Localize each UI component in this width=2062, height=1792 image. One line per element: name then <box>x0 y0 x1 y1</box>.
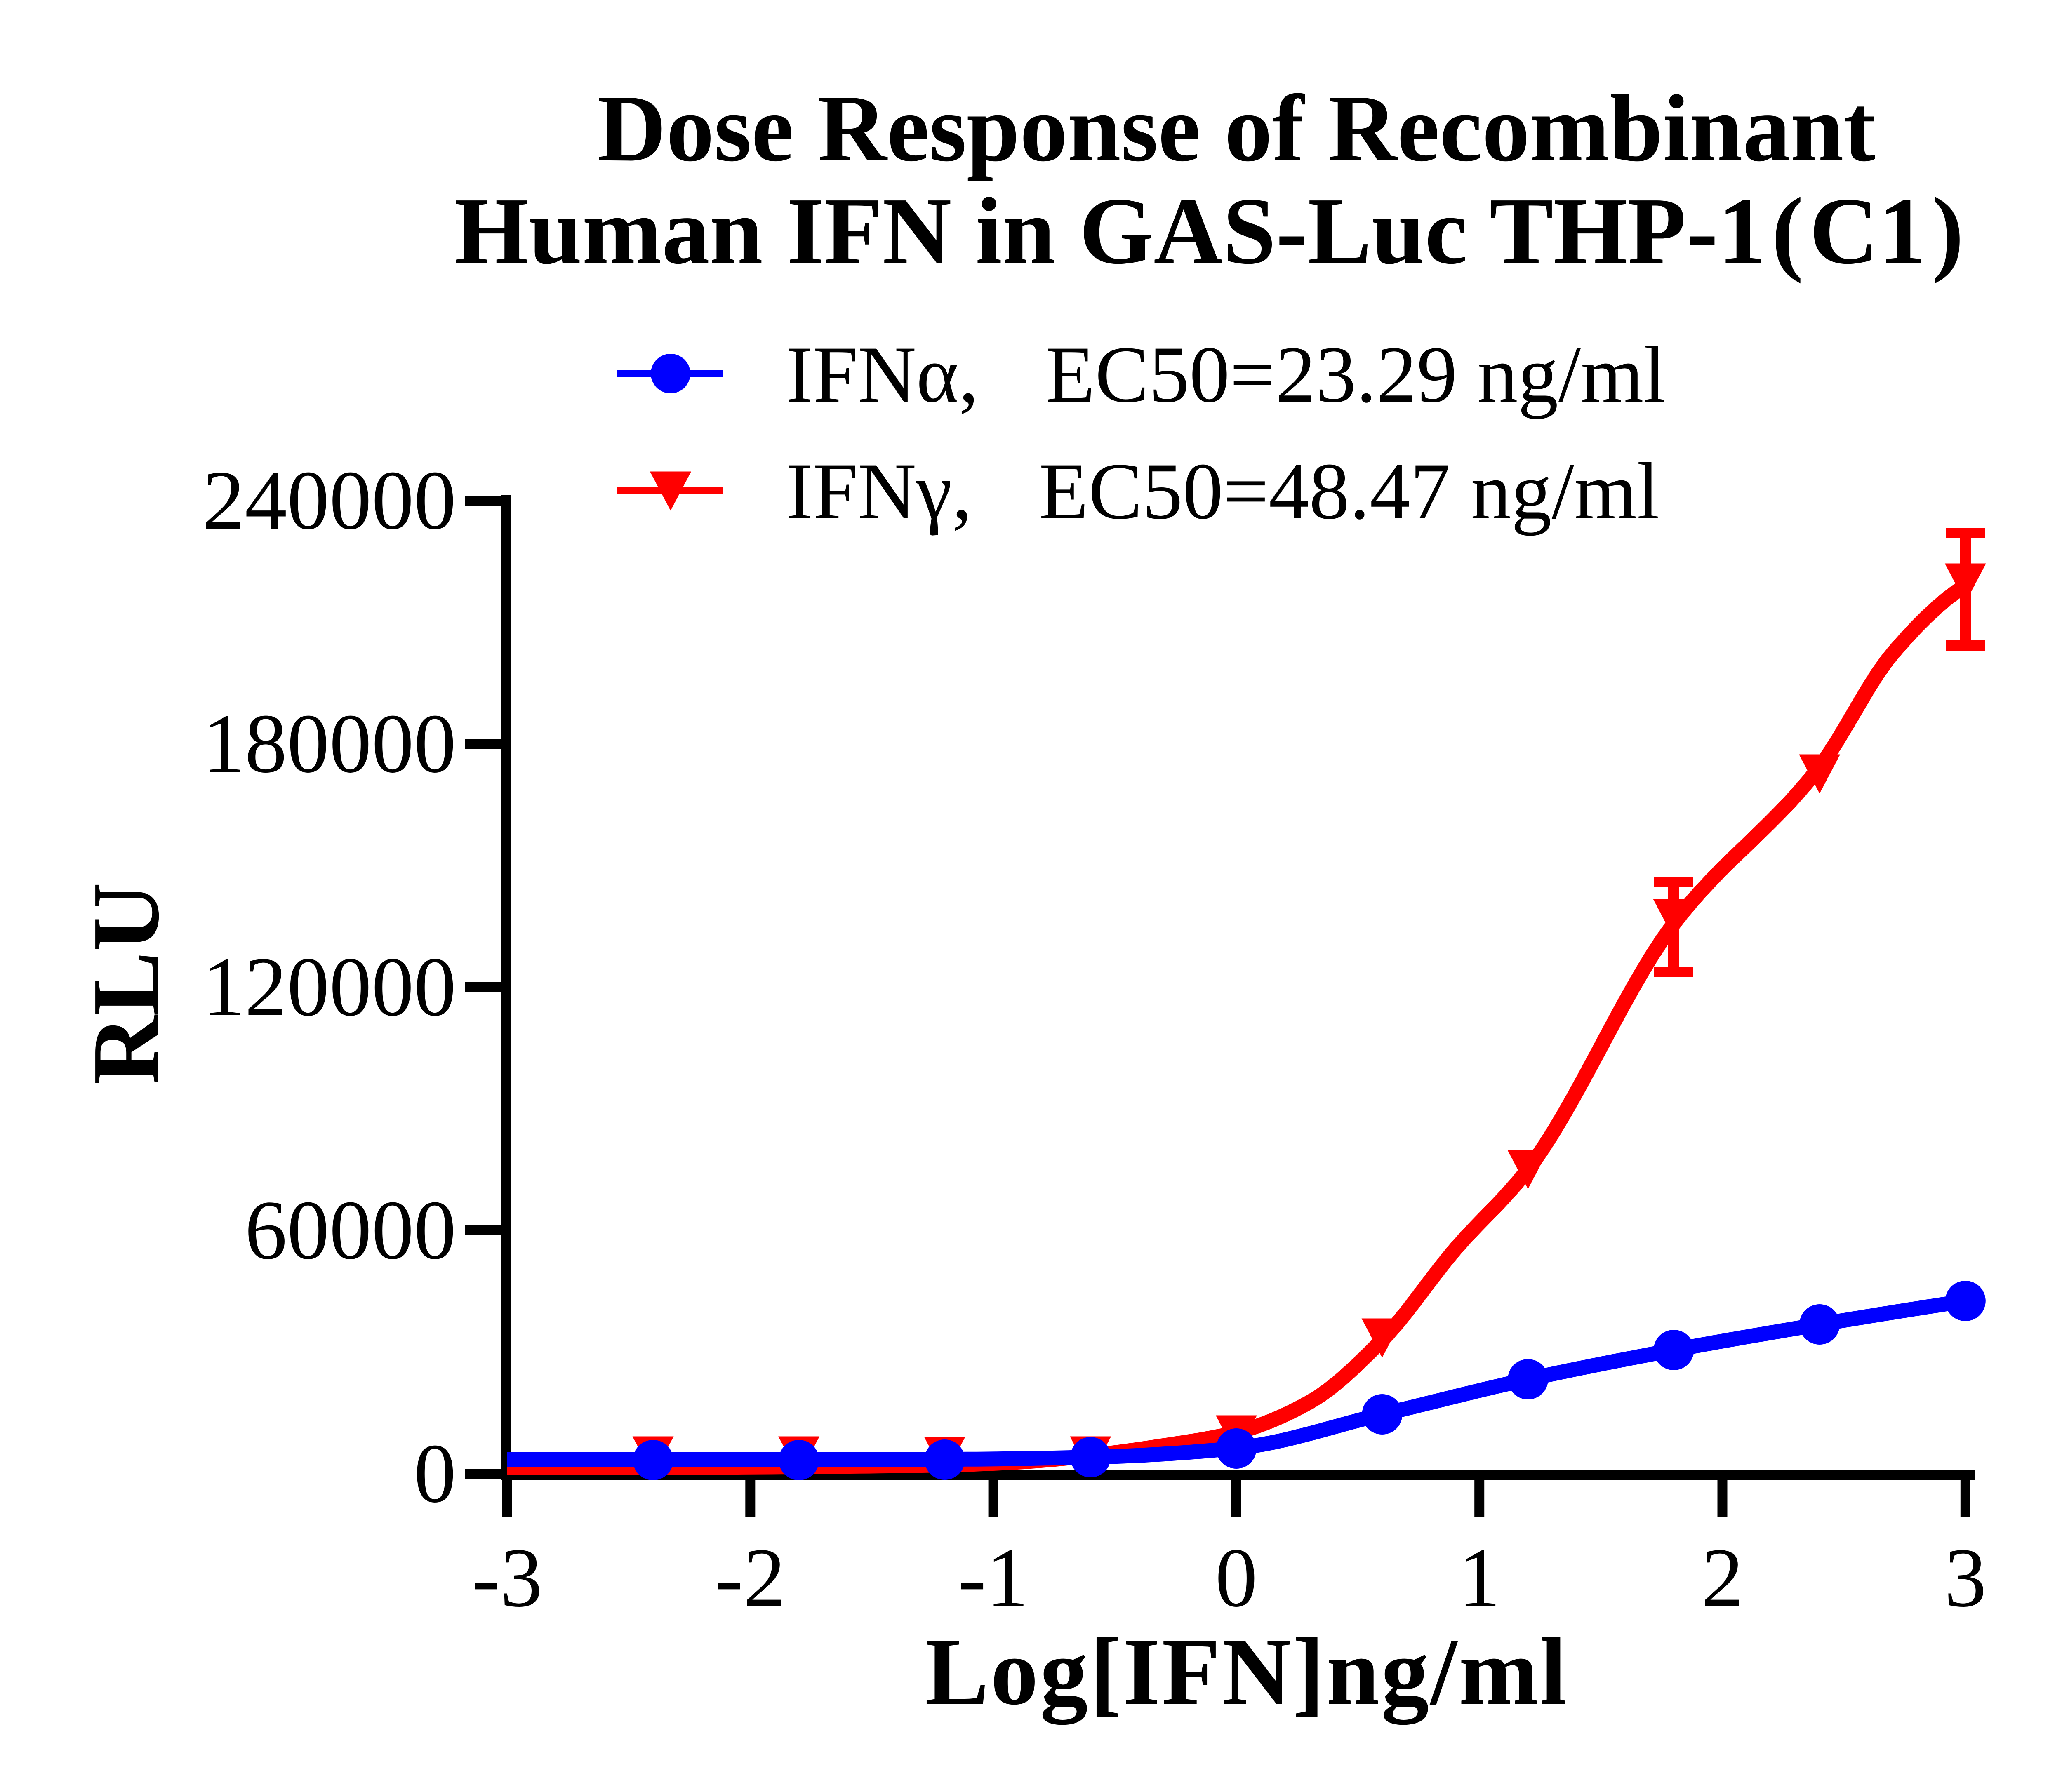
svg-text:3: 3 <box>1944 1531 1987 1625</box>
svg-text:60000: 60000 <box>245 1183 457 1277</box>
svg-text:2: 2 <box>1701 1531 1744 1625</box>
svg-text:-3: -3 <box>472 1531 543 1625</box>
svg-text:RLU: RLU <box>73 882 179 1084</box>
svg-text:0: 0 <box>414 1427 457 1520</box>
svg-text:IFNα,EC50=23.29 ng/ml: IFNα, EC50=23.29 ng/ml <box>786 330 1666 419</box>
svg-text:Human IFN in GAS-Luc THP-1(C1): Human IFN in GAS-Luc THP-1(C1) <box>454 178 1964 284</box>
svg-text:0: 0 <box>1215 1531 1258 1625</box>
svg-text:-2: -2 <box>715 1531 786 1625</box>
svg-text:240000: 240000 <box>202 454 456 547</box>
svg-text:IFNγ,EC50=48.47 ng/ml: IFNγ, EC50=48.47 ng/ml <box>786 447 1659 536</box>
svg-text:120000: 120000 <box>202 940 456 1034</box>
svg-text:1: 1 <box>1458 1531 1501 1625</box>
svg-text:Dose Response of Recombinant: Dose Response of Recombinant <box>597 75 1876 181</box>
svg-text:180000: 180000 <box>202 697 456 790</box>
svg-text:-1: -1 <box>958 1531 1029 1625</box>
svg-text:Log[IFN]ng/ml: Log[IFN]ng/ml <box>925 1619 1568 1725</box>
